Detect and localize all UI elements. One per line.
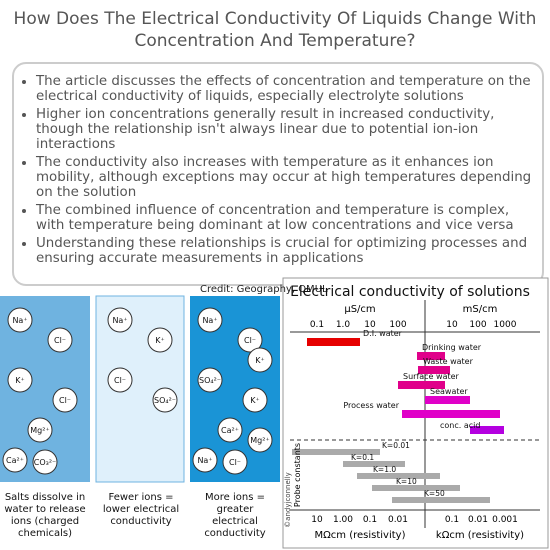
ion (7, 307, 33, 333)
probe-bar (392, 497, 490, 503)
tick-label: 0.01 (468, 515, 488, 525)
tick-label: 10 (311, 515, 323, 525)
ion-label: K⁺ (250, 396, 259, 405)
tick-label: 100 (469, 320, 486, 330)
ion (107, 367, 133, 393)
ion-label: Mg²⁺ (30, 426, 49, 435)
ion (247, 347, 273, 373)
ion (242, 387, 268, 413)
summary-box: The article discusses the effects of con… (12, 62, 544, 286)
range-bar (402, 410, 500, 418)
probe-bar (343, 461, 405, 467)
tick-label: 10 (364, 320, 376, 330)
ion (237, 327, 263, 353)
caption: More ions = greater electrical conductivity (204, 492, 265, 539)
unit: µS/cm (344, 304, 375, 315)
ion (222, 449, 248, 475)
copyright: ©andyjconnelly (284, 472, 292, 528)
ion-label: Na⁺ (197, 456, 212, 465)
credit: Credit: Geography, QMUL (200, 284, 328, 295)
ion (2, 447, 28, 473)
tick-label: 0.1 (363, 515, 377, 525)
page-title: How Does The Electrical Conductivity Of … (13, 9, 537, 51)
bullet: The article discusses the effects of con… (36, 74, 534, 104)
probe-bar (357, 473, 440, 479)
ion (32, 449, 58, 475)
probe-label: K=10 (396, 477, 417, 486)
ion-label: Na⁺ (112, 316, 127, 325)
ion-label: Cl⁻ (54, 336, 66, 345)
ion-label: K⁺ (155, 336, 164, 345)
tick-label: 1000 (494, 320, 517, 330)
tick-label: 1.00 (333, 515, 353, 525)
probe-label: K=0.01 (382, 441, 410, 450)
caption: Fewer ions = lower electrical conductivity (103, 492, 179, 527)
bar-label: Drinking water (422, 343, 482, 352)
range-bar (398, 381, 445, 389)
ion (27, 417, 53, 443)
unit: kΩcm (resistivity) (436, 530, 524, 541)
probe-label: K=1.0 (373, 465, 396, 474)
bar-label: Seawater (430, 387, 468, 396)
ion-label: Cl⁻ (114, 376, 126, 385)
ion (52, 387, 78, 413)
ion-label: Ca²⁺ (6, 456, 24, 465)
ion-label: Cl⁻ (244, 336, 256, 345)
ion (192, 447, 218, 473)
tick-label: 0.001 (492, 515, 518, 525)
range-bar (425, 396, 470, 404)
range-bar (470, 426, 504, 434)
range-bar (307, 338, 360, 346)
tick-label: 0.1 (445, 515, 459, 525)
ion-label: CO₃²⁻ (34, 458, 57, 467)
ion (197, 307, 223, 333)
bar-label: D.I. water (363, 329, 403, 338)
ion-label: Ca²⁺ (221, 426, 239, 435)
ion (147, 327, 173, 353)
bar-label: Surface water (403, 372, 460, 381)
ion-label: Na⁺ (202, 316, 217, 325)
tick-label: 10 (446, 320, 458, 330)
ion-label: K⁺ (255, 356, 264, 365)
tick-label: 0.1 (310, 320, 324, 330)
bullet-list: The article discusses the effects of con… (22, 74, 534, 266)
ion (107, 307, 133, 333)
bullet: The conductivity also increases with tem… (36, 155, 534, 200)
probe-label: K=0.1 (351, 453, 374, 462)
bullet: Understanding these relationships is cru… (36, 236, 534, 266)
ion-label: K⁺ (15, 376, 24, 385)
ion-label: Cl⁻ (229, 458, 241, 467)
bar-label: conc. acid (440, 421, 480, 430)
ion-label: Na⁺ (12, 316, 27, 325)
ion (247, 427, 273, 453)
bar-label: Waste water (423, 357, 474, 366)
bullet: The combined influence of concentration … (36, 203, 534, 233)
unit: MΩcm (resistivity) (315, 530, 406, 541)
bullet: Higher ion concentrations generally resu… (36, 107, 534, 152)
ion-label: SO₄²⁻ (154, 396, 176, 405)
ion (197, 367, 223, 393)
probe-title: Probe constants (293, 443, 302, 507)
range-bar (418, 366, 450, 374)
probe-label: K=50 (424, 489, 445, 498)
ion (217, 417, 243, 443)
tick-label: 1.0 (336, 320, 351, 330)
range-bar (417, 352, 445, 360)
unit: mS/cm (463, 304, 498, 315)
ion (47, 327, 73, 353)
ion (7, 367, 33, 393)
probe-bar (372, 485, 460, 491)
ion-label: SO₄²⁻ (199, 376, 221, 385)
caption: Salts dissolve in water to release ions (c… (4, 492, 85, 539)
ion-label: Mg²⁺ (250, 436, 269, 445)
ion (152, 387, 178, 413)
tick-label: 100 (389, 320, 406, 330)
bar-label: Process water (343, 401, 399, 410)
probe-bar (292, 449, 380, 455)
chart-title: Electrical conductivity of solutions (290, 284, 530, 300)
tick-label: 0.01 (388, 515, 408, 525)
ion-label: Cl⁻ (59, 396, 71, 405)
